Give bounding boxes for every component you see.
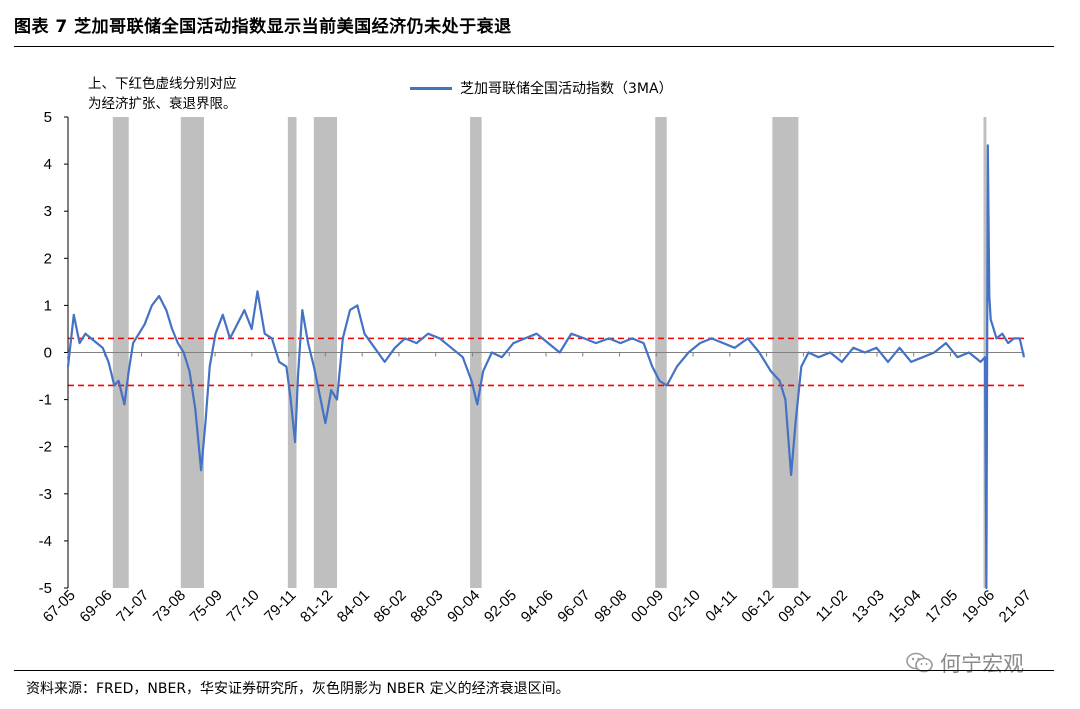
source-note: 资料来源：FRED，NBER，华安证券研究所，灰色阴影为 NBER 定义的经济衰… (26, 681, 570, 697)
x-tick-label: 04-11 (702, 587, 740, 625)
x-tick-label: 19-06 (959, 587, 998, 626)
y-tick-label: 0 (44, 345, 52, 362)
annotation-line-1: 上、下红色虚线分别对应 (88, 76, 237, 92)
series-line (66, 144, 1026, 590)
x-tick-label: 21-07 (996, 587, 1035, 626)
x-tick-label: 86-02 (371, 587, 410, 626)
y-tick-label: -5 (39, 580, 52, 597)
x-tick-label: 77-10 (224, 587, 263, 626)
x-tick-label: 73-08 (150, 587, 189, 626)
x-tick-label: 88-03 (407, 587, 446, 626)
x-tick-label: 79-11 (261, 587, 299, 625)
y-tick-label: -4 (39, 533, 52, 550)
x-tick-label: 00-09 (628, 587, 667, 626)
chart-legend: 芝加哥联储全国活动指数（3MA） (410, 78, 673, 98)
x-tick-label: 17-05 (922, 587, 961, 626)
watermark-text: 何宁宏观 (940, 652, 1024, 676)
wechat-icon (906, 652, 933, 673)
annotation-line-2: 为经济扩张、衰退界限。 (88, 96, 237, 112)
x-tick-label: 98-08 (591, 587, 630, 626)
legend-label: 芝加哥联储全国活动指数（3MA） (460, 81, 673, 97)
watermark: 何宁宏观 (906, 648, 1024, 678)
x-tick-label: 15-04 (885, 587, 924, 626)
x-tick-label: 02-10 (665, 587, 704, 626)
x-tick-label: 71-07 (113, 587, 152, 626)
series-lines (66, 144, 1026, 590)
footer-rule (14, 670, 1054, 671)
x-tick-label: 11-02 (813, 587, 851, 625)
y-tick-label: -2 (39, 439, 52, 456)
y-tick-label: 1 (44, 297, 52, 314)
y-tick-label: 4 (44, 156, 52, 173)
x-tick-label: 84-01 (334, 587, 373, 626)
x-tick-label: 75-09 (187, 587, 226, 626)
y-tick-label: -3 (39, 486, 52, 503)
x-tick-label: 94-06 (518, 587, 557, 626)
x-tick-label: 09-01 (775, 587, 814, 626)
y-tick-label: 3 (44, 203, 52, 220)
x-tick-label: 69-06 (76, 587, 115, 626)
x-tick-label: 06-12 (738, 587, 777, 626)
legend-swatch (410, 86, 452, 90)
title-rule (14, 46, 1054, 47)
chart-title: 图表 7 芝加哥联储全国活动指数显示当前美国经济仍未处于衰退 (14, 17, 512, 37)
chart-annotation: 上、下红色虚线分别对应 为经济扩张、衰退界限。 (88, 74, 237, 114)
x-tick-label: 90-04 (444, 587, 483, 626)
x-tick-label: 81-12 (297, 587, 336, 626)
y-tick-label: 5 (44, 109, 52, 126)
x-tick-label: 13-03 (849, 587, 888, 626)
y-tick-label: -1 (39, 392, 52, 409)
x-tick-label: 96-07 (554, 587, 593, 626)
x-tick-label: 92-05 (481, 587, 520, 626)
y-tick-label: 2 (44, 250, 52, 267)
